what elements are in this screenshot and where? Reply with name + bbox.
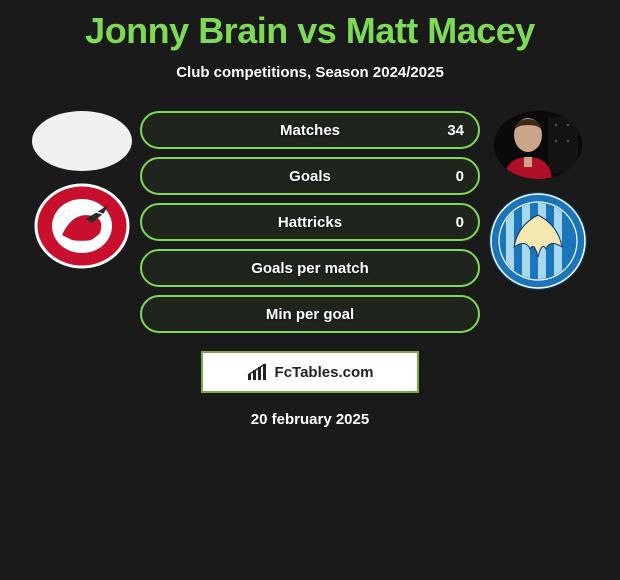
left-club-badge: [32, 183, 132, 269]
stat-row-mpg: Min per goal: [140, 295, 480, 333]
stat-row-goals: Goals 0: [140, 157, 480, 195]
left-player-column: [32, 111, 132, 269]
comparison-card: Jonny Brain vs Matt Macey Club competiti…: [0, 0, 620, 428]
stat-label: Goals: [289, 168, 331, 185]
right-player-photo: [494, 111, 582, 179]
left-player-photo: [32, 111, 132, 171]
stat-row-matches: Matches 34: [140, 111, 480, 149]
brand-label: FcTables.com: [275, 364, 374, 381]
stat-right-value: 0: [456, 214, 464, 231]
colchester-badge-icon: [488, 191, 588, 291]
right-club-badge: [488, 191, 588, 291]
stat-right-value: 0: [456, 168, 464, 185]
bar-chart-icon: [247, 363, 269, 381]
stats-column: Matches 34 Goals 0 Hattricks 0 Goals per…: [140, 111, 480, 333]
stat-label: Hattricks: [278, 214, 342, 231]
comparison-body: Matches 34 Goals 0 Hattricks 0 Goals per…: [0, 111, 620, 333]
stat-right-value: 34: [447, 122, 464, 139]
stat-label: Matches: [280, 122, 340, 139]
attribution-box: FcTables.com: [201, 351, 419, 393]
walsall-badge-icon: [34, 183, 130, 269]
subtitle: Club competitions, Season 2024/2025: [0, 64, 620, 81]
date-label: 20 february 2025: [0, 411, 620, 428]
right-player-column: [488, 111, 588, 291]
page-title: Jonny Brain vs Matt Macey: [0, 10, 620, 52]
stat-row-gpm: Goals per match: [140, 249, 480, 287]
stat-label: Min per goal: [266, 306, 354, 323]
stat-row-hattricks: Hattricks 0: [140, 203, 480, 241]
stat-label: Goals per match: [251, 260, 369, 277]
